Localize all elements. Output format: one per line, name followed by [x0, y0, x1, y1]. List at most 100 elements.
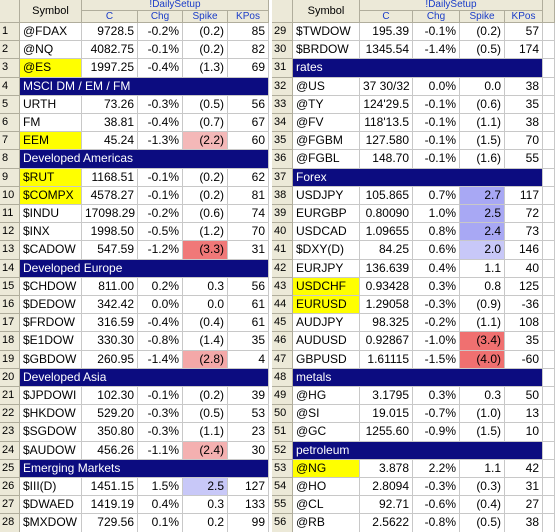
change: 0.1% — [138, 514, 183, 532]
row-number: 20 — [0, 368, 20, 387]
column-header: Spike — [460, 11, 505, 23]
spike: (0.5) — [460, 514, 505, 532]
close: 316.59 — [82, 314, 138, 333]
symbol: EEM — [20, 132, 82, 151]
spike: (2.4) — [183, 441, 228, 460]
spike: (0.4) — [460, 496, 505, 515]
kpos: 35 — [505, 332, 543, 351]
close: 127.580 — [360, 132, 413, 151]
spike: 2.5 — [183, 478, 228, 497]
row-number: 5 — [0, 95, 20, 114]
change: 0.3% — [413, 387, 460, 406]
kpos: 99 — [228, 514, 269, 532]
empty-cell — [543, 241, 555, 260]
change: -1.4% — [138, 350, 183, 369]
change: 0.2% — [138, 277, 183, 296]
kpos: 38 — [505, 114, 543, 133]
column-header: Chg — [413, 11, 460, 23]
symbol: GBPUSD — [293, 350, 360, 369]
empty-cell — [543, 23, 555, 42]
symbol: $MXDOW — [20, 514, 82, 532]
close: 1.09655 — [360, 223, 413, 242]
symbol: @TY — [293, 95, 360, 114]
symbol: USDCAD — [293, 223, 360, 242]
symbol-header: Symbol — [20, 0, 82, 23]
row-number: 45 — [272, 314, 293, 333]
row-number: 38 — [272, 186, 293, 205]
row-number: 56 — [272, 514, 293, 532]
empty-cell — [543, 441, 555, 460]
close: 1168.51 — [82, 168, 138, 187]
spike: (0.2) — [183, 168, 228, 187]
change: -0.8% — [413, 514, 460, 532]
spike: (1.5) — [460, 423, 505, 442]
kpos: 74 — [228, 205, 269, 224]
close: 4082.75 — [82, 41, 138, 60]
symbol: $CADOW — [20, 241, 82, 260]
change: -0.1% — [413, 95, 460, 114]
row-number: 34 — [272, 114, 293, 133]
spike: (0.2) — [183, 23, 228, 42]
empty-cell — [543, 95, 555, 114]
row-number: 6 — [0, 114, 20, 133]
row-number: 39 — [272, 205, 293, 224]
change: -1.1% — [138, 441, 183, 460]
close: 1.29058 — [360, 296, 413, 315]
close: 330.30 — [82, 332, 138, 351]
section-header: rates — [293, 59, 543, 78]
row-number: 14 — [0, 259, 20, 278]
symbol: EURJPY — [293, 259, 360, 278]
symbol: EURUSD — [293, 296, 360, 315]
kpos: 82 — [228, 41, 269, 60]
kpos: 31 — [505, 478, 543, 497]
row-number: 13 — [0, 241, 20, 260]
change: -0.1% — [413, 132, 460, 151]
empty-cell — [543, 205, 555, 224]
close: 811.00 — [82, 277, 138, 296]
group-header: !DailySetup — [82, 0, 269, 11]
row-number: 30 — [272, 41, 293, 60]
row-number: 28 — [0, 514, 20, 532]
kpos: 35 — [505, 95, 543, 114]
kpos: 30 — [228, 441, 269, 460]
spike: (0.5) — [183, 95, 228, 114]
close: 105.865 — [360, 186, 413, 205]
change: -0.3% — [138, 423, 183, 442]
close: 1419.19 — [82, 496, 138, 515]
empty-cell — [543, 350, 555, 369]
spike: (1.2) — [183, 223, 228, 242]
symbol: @RB — [293, 514, 360, 532]
close: 136.639 — [360, 259, 413, 278]
kpos: 38 — [505, 514, 543, 532]
symbol: USDJPY — [293, 186, 360, 205]
empty-cell — [543, 405, 555, 424]
section-header: Developed Americas — [20, 150, 269, 169]
symbol: AUDJPY — [293, 314, 360, 333]
change: -0.3% — [138, 405, 183, 424]
spike: (0.5) — [460, 41, 505, 60]
change: 0.0% — [413, 77, 460, 96]
row-number: 53 — [272, 459, 293, 478]
column-header: C — [82, 11, 138, 23]
row-number: 35 — [272, 132, 293, 151]
spike: (0.3) — [460, 478, 505, 497]
kpos: 117 — [505, 186, 543, 205]
change: -0.5% — [138, 223, 183, 242]
close: 0.80090 — [360, 205, 413, 224]
symbol: $INDU — [20, 205, 82, 224]
kpos: 73 — [505, 223, 543, 242]
symbol: @FDAX — [20, 23, 82, 42]
change: 2.2% — [413, 459, 460, 478]
column-header: KPos — [228, 11, 269, 23]
kpos: 53 — [228, 405, 269, 424]
column-header: C — [360, 11, 413, 23]
extra-column-header — [543, 0, 555, 23]
change: -0.1% — [138, 41, 183, 60]
empty-cell — [543, 496, 555, 515]
empty-cell — [543, 186, 555, 205]
kpos: 125 — [505, 277, 543, 296]
row-number: 15 — [0, 277, 20, 296]
spike: 0.0 — [460, 77, 505, 96]
empty-cell — [543, 150, 555, 169]
kpos: 10 — [505, 423, 543, 442]
